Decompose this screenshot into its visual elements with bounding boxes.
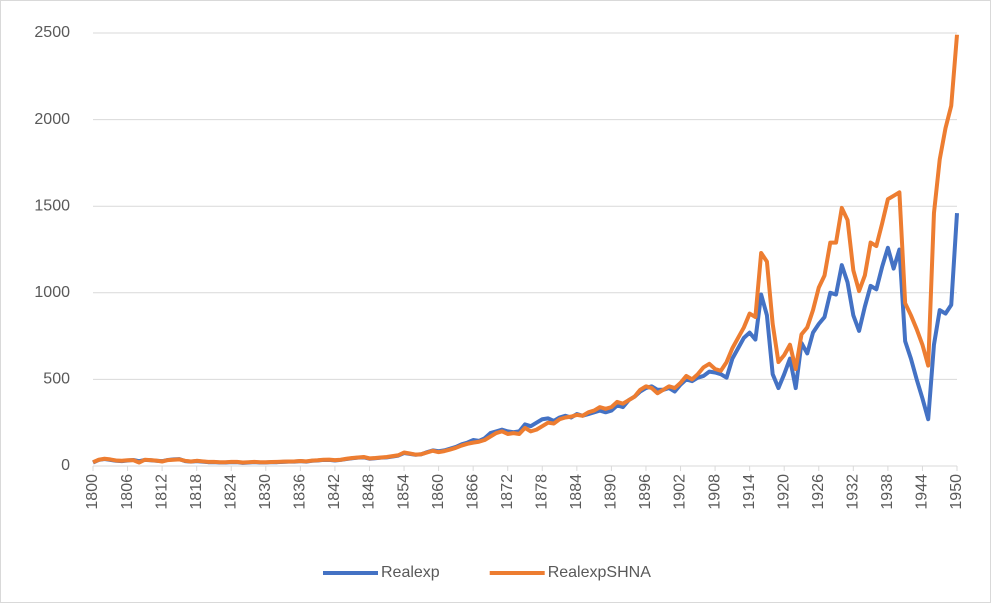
x-tick-label: 1854 xyxy=(395,474,412,510)
x-tick-label: 1938 xyxy=(879,474,896,510)
x-tick-label: 1812 xyxy=(153,474,170,510)
x-tick-label: 1836 xyxy=(292,474,309,510)
x-tick-label: 1824 xyxy=(222,474,239,510)
legend-label: Realexp xyxy=(381,564,440,581)
x-tick-label: 1842 xyxy=(326,474,343,510)
x-tick-label: 1872 xyxy=(499,474,516,510)
x-tick-label: 1896 xyxy=(637,474,654,510)
series-line xyxy=(92,34,959,465)
y-tick-label: 1500 xyxy=(34,197,70,214)
legend-label: RealexpSHNA xyxy=(548,564,651,581)
x-tick-label: 1950 xyxy=(948,474,965,510)
y-tick-label: 2000 xyxy=(34,111,70,128)
x-tick-label: 1926 xyxy=(810,474,827,510)
y-tick-label: 0 xyxy=(61,457,70,474)
x-tick-label: 1800 xyxy=(84,474,101,510)
x-tick-label: 1866 xyxy=(464,474,481,510)
x-tick-label: 1830 xyxy=(257,474,274,510)
x-tick-label: 1806 xyxy=(119,474,136,510)
x-tick-label: 1908 xyxy=(706,474,723,510)
y-tick-label: 2500 xyxy=(34,24,70,41)
x-tick-label: 1944 xyxy=(914,474,931,510)
x-tick-label: 1890 xyxy=(603,474,620,510)
x-tick-label: 1860 xyxy=(430,474,447,510)
x-tick-label: 1878 xyxy=(533,474,550,510)
y-tick-label: 1000 xyxy=(34,284,70,301)
x-tick-label: 1920 xyxy=(775,474,792,510)
y-tick-label: 500 xyxy=(43,371,70,388)
x-tick-label: 1848 xyxy=(361,474,378,510)
x-tick-label: 1902 xyxy=(672,474,689,510)
x-tick-label: 1818 xyxy=(188,474,205,510)
x-tick-label: 1932 xyxy=(845,474,862,510)
x-tick-label: 1884 xyxy=(568,474,585,510)
x-tick-label: 1914 xyxy=(741,474,758,510)
